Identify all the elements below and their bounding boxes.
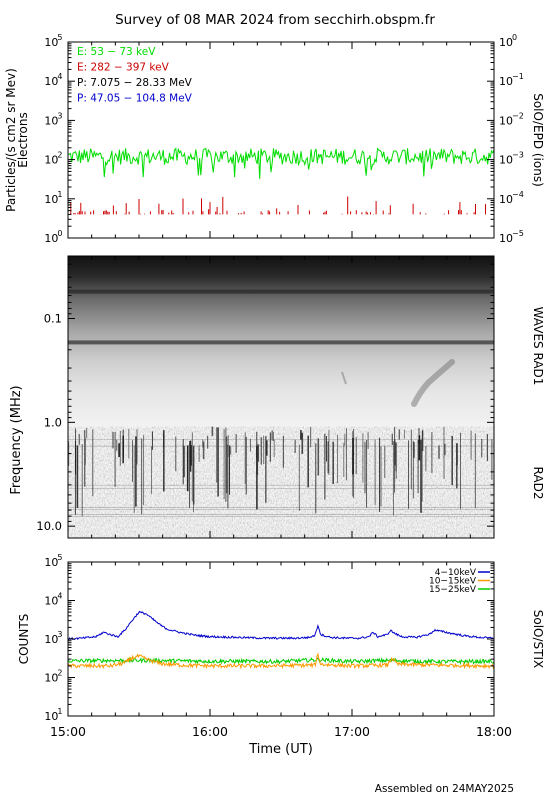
- epd-y-tick-label-right: 10 −2: [499, 111, 524, 127]
- svg-text:10: 10: [44, 710, 58, 723]
- epd-legend-entry: P: 47.05 − 104.8 MeV: [77, 93, 193, 105]
- svg-text:5: 5: [57, 553, 62, 562]
- epd-y-tick-label: 10 2: [44, 151, 62, 167]
- epd-legend-entry: E: 53 − 73 keV: [77, 46, 156, 58]
- waves-y-tick-label: 1.0: [44, 415, 62, 429]
- svg-text:10: 10: [499, 75, 513, 88]
- stix-y-tick-label: 10 2: [44, 669, 62, 685]
- epd-y-tick-label-right: 10 −3: [499, 151, 524, 167]
- svg-text:10: 10: [499, 154, 513, 167]
- epd-y-tick-label: 10 4: [44, 72, 62, 88]
- svg-text:10: 10: [44, 672, 58, 685]
- epd-series-electrons-high: [70, 196, 494, 215]
- epd-ylabel-line1: Particles/(s cm2 sr Mev): [4, 68, 18, 212]
- epd-y-tick-label: 10 3: [44, 111, 62, 127]
- radio-burst-feature: [341, 371, 347, 385]
- svg-text:10: 10: [44, 36, 58, 49]
- svg-text:4: 4: [57, 72, 62, 81]
- epd-right-label: SolO/EPD (ions): [531, 93, 545, 187]
- svg-text:3: 3: [57, 630, 62, 639]
- epd-y-tick-label-right: 10 −5: [499, 229, 524, 245]
- x-tick-label: 18:00: [476, 724, 512, 739]
- svg-text:10: 10: [499, 232, 513, 245]
- stix-legend-entry: 4−10keV: [435, 568, 477, 578]
- footer-note: Assembled on 24MAY2025: [375, 783, 514, 795]
- epd-panel: 10 010 110 210 310 410 510 −510 −410 −310 −210 −110…: [4, 33, 545, 245]
- svg-text:0: 0: [57, 229, 62, 238]
- stix-y-tick-label: 10 3: [44, 630, 62, 646]
- svg-text:10: 10: [499, 114, 513, 127]
- svg-text:1: 1: [57, 707, 62, 716]
- svg-text:10: 10: [44, 633, 58, 646]
- svg-text:10: 10: [44, 595, 58, 608]
- stix-legend-entry: 10−15keV: [429, 577, 477, 587]
- epd-legend-entry: P: 7.075 − 28.33 MeV: [77, 77, 193, 89]
- svg-text:−2: −2: [512, 111, 524, 120]
- svg-text:0: 0: [512, 33, 517, 42]
- svg-text:−3: −3: [512, 151, 524, 160]
- x-tick-label: 17:00: [334, 724, 370, 739]
- svg-text:−5: −5: [512, 229, 524, 238]
- epd-y-tick-label: 10 0: [44, 229, 62, 245]
- stix-series-0: [68, 610, 494, 641]
- svg-text:2: 2: [57, 151, 62, 160]
- svg-text:10: 10: [44, 154, 58, 167]
- stix-y-tick-label: 10 5: [44, 553, 62, 569]
- svg-text:10: 10: [499, 193, 513, 206]
- epd-y-tick-label-right: 10 −4: [499, 190, 524, 206]
- stix-right-label: SolO/STIX: [531, 610, 545, 669]
- rad2-noise: [68, 426, 494, 538]
- x-axis-label: Time (UT): [248, 742, 313, 757]
- epd-legend: E: 53 − 73 keV E: 282 − 397 keV P: 7.075 −…: [77, 46, 193, 105]
- svg-text:−1: −1: [512, 72, 524, 81]
- svg-text:10: 10: [44, 556, 58, 569]
- waves-rad2-label: RAD2: [531, 467, 545, 500]
- svg-text:4: 4: [57, 592, 62, 601]
- epd-ylabel-line2: Electrons: [16, 112, 30, 167]
- epd-y-tick-label: 10 1: [44, 190, 62, 206]
- stix-series-1: [68, 652, 494, 670]
- figure-title: Survey of 08 MAR 2024 from secchirh.obsp…: [115, 12, 435, 28]
- waves-dark-band: [68, 340, 494, 345]
- radio-burst-feature: [411, 359, 455, 407]
- svg-text:10: 10: [499, 36, 513, 49]
- epd-y-tick-label-right: 10 −1: [499, 72, 524, 88]
- epd-y-tick-label-right: 10 0: [499, 33, 517, 49]
- svg-text:−4: −4: [512, 190, 524, 199]
- waves-ylabel: Frequency (MHz): [9, 385, 24, 494]
- waves-panel: 0.1 1.0 10.0 Frequency (MHz) WAVES RAD1 RA…: [9, 255, 545, 539]
- stix-y-tick-label: 10 1: [44, 707, 62, 723]
- epd-series-electrons-low: [68, 147, 494, 179]
- svg-text:10: 10: [44, 75, 58, 88]
- svg-text:2: 2: [57, 669, 62, 678]
- waves-y-tick-label: 0.1: [44, 312, 62, 326]
- waves-y-tick-label: 10.0: [36, 519, 62, 533]
- epd-legend-entry: E: 282 − 397 keV: [77, 62, 170, 74]
- x-tick-label: 16:00: [192, 724, 228, 739]
- waves-rad1-label: WAVES RAD1: [531, 307, 545, 386]
- x-tick-label: 15:00: [50, 724, 86, 739]
- epd-y-tick-label: 10 5: [44, 33, 62, 49]
- svg-text:10: 10: [44, 193, 58, 206]
- stix-legend-entry: 15−25keV: [429, 585, 477, 595]
- svg-text:5: 5: [57, 33, 62, 42]
- svg-text:10: 10: [44, 232, 58, 245]
- stix-y-tick-label: 10 4: [44, 592, 62, 608]
- stix-ylabel: COUNTS: [17, 614, 31, 665]
- svg-text:3: 3: [57, 111, 62, 120]
- svg-text:1: 1: [57, 190, 62, 199]
- waves-dark-band: [68, 289, 494, 294]
- svg-text:10: 10: [44, 114, 58, 127]
